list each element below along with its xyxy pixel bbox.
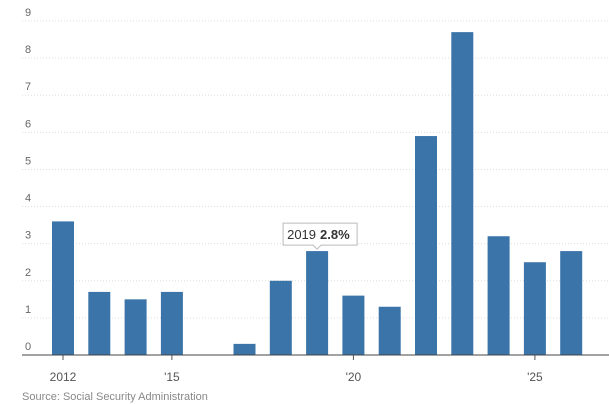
value-label: 2.8% (320, 227, 350, 242)
y-tick-label: 9 (25, 7, 31, 19)
x-tick-label: '20 (346, 370, 362, 384)
bar (560, 251, 583, 355)
y-tick-label: 4 (25, 193, 31, 205)
bar (487, 236, 510, 355)
y-tick-label: 1 (25, 304, 31, 316)
x-tick-label: '15 (164, 370, 180, 384)
y-tick-label: 5 (25, 155, 31, 167)
tooltip: 2019 2.8% (287, 227, 350, 242)
tooltip-box (282, 222, 358, 250)
bar (306, 251, 329, 355)
y-tick-label: 3 (25, 230, 31, 242)
bar (378, 306, 401, 355)
bar (342, 295, 365, 355)
x-tick-label: 2012 (50, 370, 77, 384)
y-tick-label: 0 (25, 341, 31, 353)
bar (415, 136, 437, 355)
bar (124, 299, 147, 355)
bar (523, 262, 546, 355)
bar (451, 32, 474, 356)
source: Source: Social Security Administration (22, 391, 208, 403)
bar (88, 291, 111, 355)
bar (269, 280, 292, 355)
bar (52, 221, 74, 355)
y-tick-label: 7 (25, 81, 31, 93)
bar (160, 291, 183, 355)
y-tick-label: 6 (25, 118, 31, 130)
y-tick-label: 8 (25, 44, 31, 56)
y-tick-label: 2 (25, 267, 31, 279)
bar (233, 343, 256, 355)
x-tick-label: '25 (527, 370, 543, 384)
tooltip-category: 2019 (287, 227, 316, 242)
